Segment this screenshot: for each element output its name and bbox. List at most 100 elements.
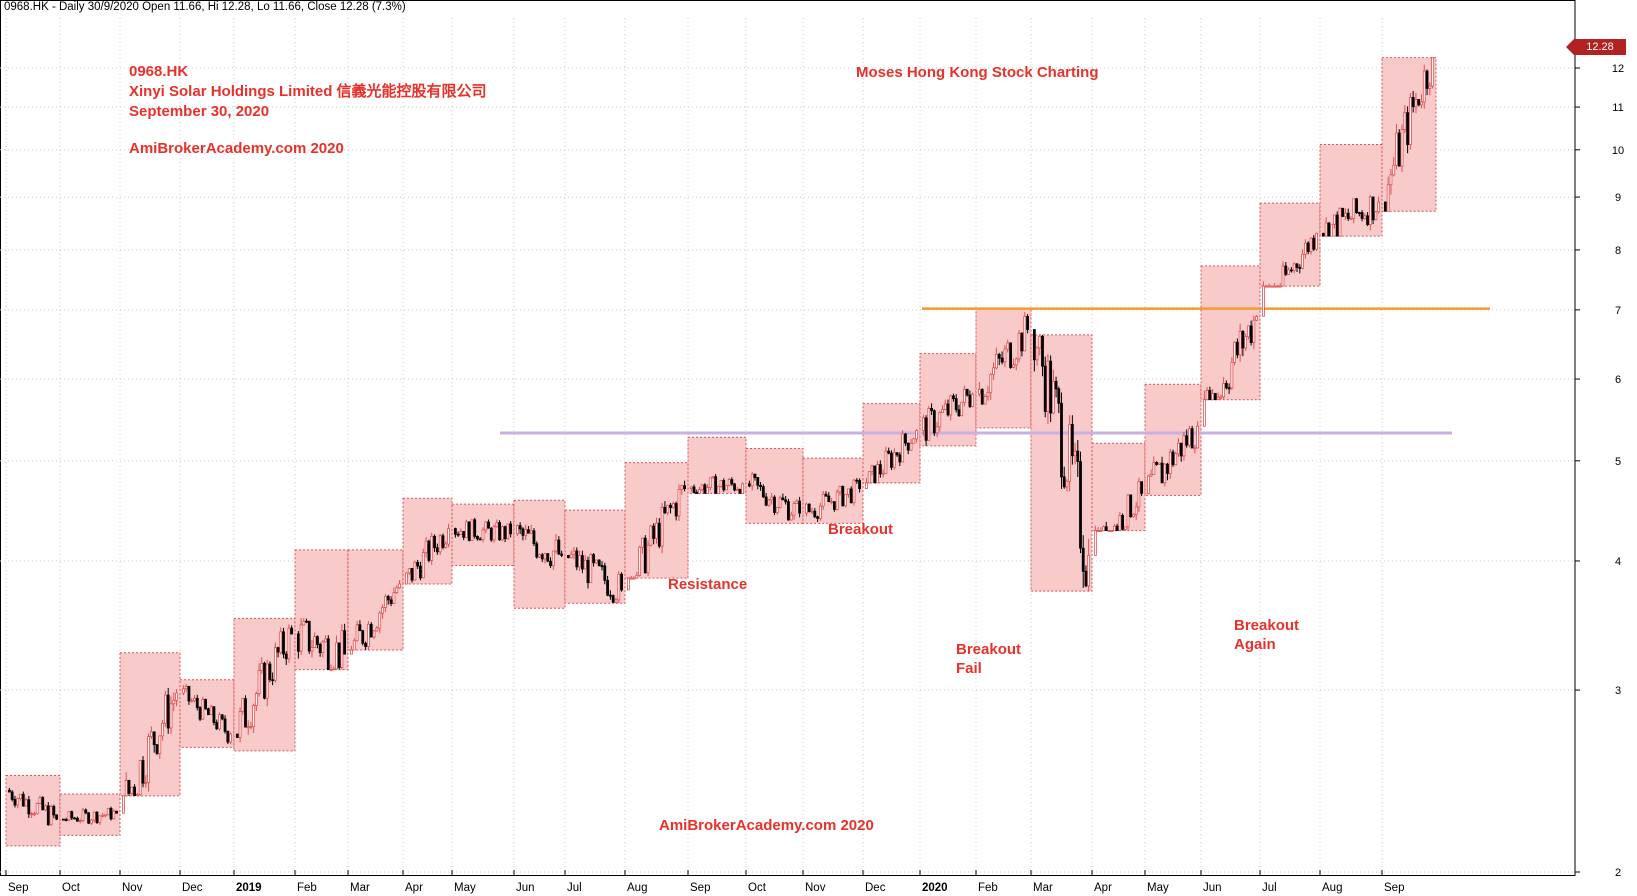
candle-body (756, 477, 760, 486)
candle-body (1054, 380, 1058, 390)
candle-body (792, 503, 796, 516)
candle-body (1087, 554, 1091, 587)
candle-body (652, 525, 656, 539)
candle-body (92, 811, 96, 821)
candle-body (158, 735, 162, 754)
candle-body (609, 594, 612, 597)
candle-body (847, 488, 850, 495)
candle-body (335, 642, 338, 670)
candle-body (844, 493, 847, 507)
candle-body (30, 813, 34, 816)
candle-body (557, 539, 561, 555)
candle-body (912, 438, 916, 444)
candle-body (915, 430, 919, 440)
candle-body (141, 760, 145, 784)
candle-body (781, 497, 785, 501)
candle-body (1000, 357, 1004, 363)
candle-body (124, 779, 128, 797)
candle-body (70, 811, 74, 819)
candle-body (147, 736, 151, 783)
candle-body (1179, 442, 1183, 457)
candle-body (413, 561, 417, 581)
candle-body (1051, 380, 1055, 414)
candle-body (1425, 70, 1429, 89)
plot-frame (0, 0, 1576, 876)
candle-body (876, 464, 879, 484)
candle-body (503, 526, 507, 540)
candle-body (38, 797, 42, 804)
candle-body (115, 810, 118, 814)
candle-body (138, 760, 142, 795)
candle-body (435, 547, 439, 553)
candle-body (638, 546, 642, 576)
candle-body (1038, 335, 1042, 349)
candle-body (706, 487, 709, 494)
last-price-tag: 12.28 (1566, 39, 1626, 55)
candle-body (1188, 428, 1191, 446)
candle-body (841, 486, 845, 507)
candle-body (500, 526, 504, 541)
candle-body (1046, 360, 1050, 412)
candle-body (369, 623, 373, 638)
candle-body (666, 504, 670, 514)
y-tick-label: 12 (1612, 63, 1624, 75)
candle-body (515, 525, 519, 535)
candle-body (209, 706, 213, 716)
candle-body (635, 574, 639, 579)
candle-body (971, 393, 975, 407)
candle-body (424, 540, 428, 554)
y-tick-label: 9 (1615, 192, 1621, 204)
candle-body (592, 554, 595, 564)
candle-body (849, 488, 853, 504)
candle-body (46, 805, 50, 826)
candle-body (735, 488, 739, 491)
candle-body (1017, 332, 1021, 360)
candle-body (1174, 453, 1178, 466)
candle-body (1177, 442, 1180, 455)
candle-body (657, 522, 661, 547)
candle-body (725, 485, 728, 491)
candle-body (1190, 428, 1194, 449)
candle-body (276, 647, 280, 653)
candle-body (427, 540, 431, 561)
site-label: AmiBrokerAcademy.com 2020 (129, 140, 344, 157)
x-tick-label: Sep (690, 882, 710, 894)
candle-body (560, 553, 564, 556)
candle-body (55, 814, 59, 820)
candle-body (1020, 332, 1024, 352)
candle-body (62, 818, 65, 821)
candle-body (271, 679, 275, 682)
candle-body (1377, 201, 1381, 213)
candle-body (938, 412, 942, 428)
candle-body (1035, 347, 1039, 361)
candle-body (1132, 514, 1135, 518)
candle-body (835, 491, 839, 510)
x-tick-label: Dec (182, 882, 203, 894)
candle-body (1104, 526, 1108, 532)
candle-body (627, 577, 630, 591)
candle-body (257, 670, 261, 694)
candle-body (611, 595, 615, 603)
candle-body (310, 647, 314, 652)
candle-body (226, 730, 230, 743)
candle-body (543, 553, 547, 560)
candle-body (738, 488, 742, 494)
candle-body (1392, 164, 1396, 176)
candle-body (489, 527, 493, 541)
candle-body (389, 599, 393, 604)
candle-body (784, 499, 788, 503)
candle-body (1278, 285, 1282, 288)
candle-body (764, 496, 768, 506)
candle-body (878, 464, 882, 475)
candle-body (660, 506, 664, 547)
breakout-label: Breakout (828, 521, 894, 538)
candle-body (1079, 461, 1082, 549)
candle-body (130, 786, 134, 794)
candle-body (957, 409, 961, 417)
candle-body (805, 503, 808, 514)
candle-body (1397, 132, 1401, 167)
candle-body (181, 688, 185, 694)
candle-body (340, 630, 344, 668)
candle-body (384, 595, 387, 608)
candle-body (287, 627, 291, 660)
